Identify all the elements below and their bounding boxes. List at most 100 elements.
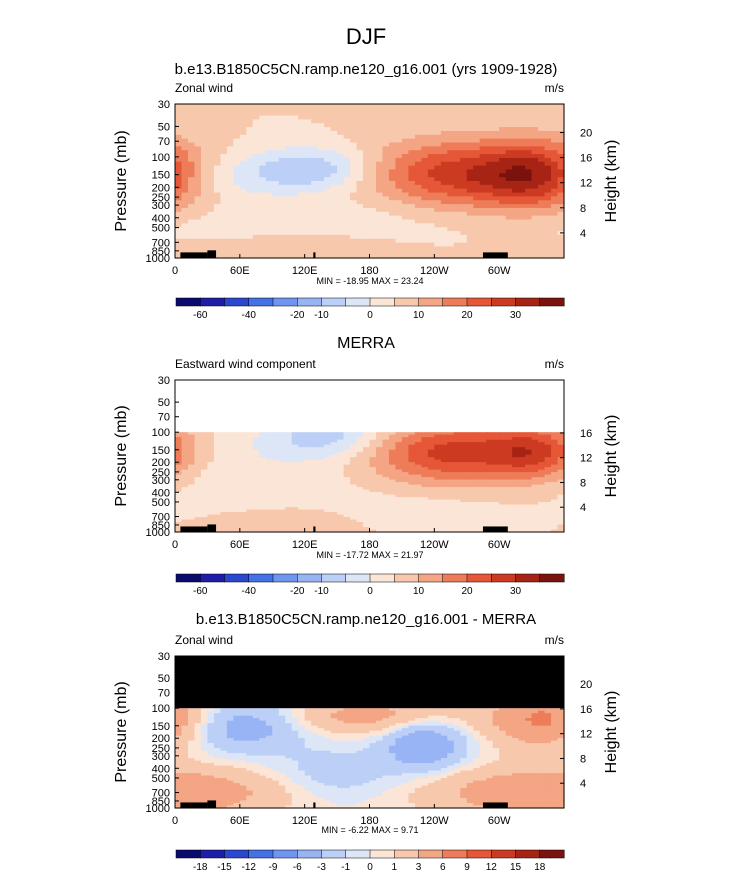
- field-cell: [187, 111, 196, 117]
- field-cell: [401, 227, 409, 232]
- field-cell: [460, 231, 468, 236]
- field-cell: [505, 462, 513, 466]
- field-cell: [427, 512, 435, 516]
- field-cell: [207, 173, 215, 178]
- field-cell: [401, 192, 409, 197]
- field-cell: [187, 196, 196, 201]
- field-cell: [401, 223, 409, 228]
- field-cell: [207, 459, 215, 463]
- field-cell: [350, 250, 358, 255]
- field-cell: [551, 502, 559, 506]
- field-cell: [427, 457, 435, 461]
- field-cell: [518, 173, 526, 178]
- field-cell: [291, 444, 299, 448]
- field-cell: [272, 223, 280, 228]
- field-cell: [337, 219, 345, 224]
- field-cell: [460, 499, 468, 503]
- field-cell: [408, 115, 416, 120]
- field-cell: [259, 442, 267, 446]
- field-cell: [246, 449, 254, 453]
- field-cell: [343, 522, 351, 526]
- field-cell: [460, 161, 468, 167]
- field-cell: [181, 181, 189, 186]
- field-cell: [460, 238, 468, 244]
- field-cell: [440, 211, 448, 217]
- field-cell: [551, 484, 559, 488]
- field-cell: [414, 223, 422, 228]
- field-cell: [388, 146, 397, 151]
- field-cell: [551, 517, 559, 521]
- field-cell: [447, 138, 455, 144]
- field-cell: [252, 442, 260, 446]
- field-cell: [298, 502, 306, 506]
- field-cell: [200, 504, 209, 508]
- field-cell: [252, 207, 260, 213]
- field-cell: [421, 107, 429, 113]
- field-cell: [395, 231, 403, 236]
- field-cell: [233, 524, 241, 528]
- field-cell: [505, 192, 513, 197]
- field-cell: [512, 227, 520, 232]
- field-cell: [324, 238, 332, 244]
- field-cell: [538, 499, 546, 503]
- field-cell: [551, 123, 559, 128]
- field-cell: [181, 204, 189, 209]
- field-cell: [343, 157, 351, 163]
- field-cell: [505, 219, 513, 224]
- field-cell: [479, 184, 487, 190]
- field-cell: [440, 444, 448, 448]
- field-cell: [265, 123, 273, 128]
- field-cell: [401, 177, 409, 182]
- field-cell: [259, 519, 267, 523]
- field-cell: [382, 234, 390, 240]
- field-cell: [551, 442, 559, 446]
- field-cell: [207, 467, 215, 471]
- field-cell: [363, 211, 371, 217]
- field-cell: [538, 211, 546, 217]
- field-cell: [414, 130, 422, 136]
- field-cell: [207, 509, 215, 513]
- field-cell: [285, 207, 293, 213]
- field-cell: [427, 250, 435, 255]
- colorbar-label: -60: [193, 310, 208, 321]
- field-cell: [239, 234, 247, 240]
- field-cell: [194, 507, 202, 511]
- field-cell: [408, 177, 416, 182]
- field-cell: [337, 459, 345, 463]
- field-cell: [356, 467, 364, 471]
- field-cell: [557, 219, 565, 224]
- field-cell: [220, 479, 228, 483]
- field-cell: [382, 223, 390, 228]
- field-cell: [486, 442, 494, 446]
- field-cell: [220, 512, 228, 516]
- field-cell: [226, 432, 234, 436]
- field-cell: [343, 454, 351, 458]
- field-cell: [233, 457, 241, 461]
- field-cell: [473, 207, 481, 213]
- field-cell: [427, 142, 435, 147]
- field-cell: [531, 238, 539, 244]
- field-cell: [252, 177, 260, 182]
- field-cell: [531, 200, 539, 205]
- field-cell: [466, 489, 474, 493]
- field-cell: [538, 188, 546, 194]
- field-cell: [375, 246, 384, 251]
- field-cell: [200, 452, 209, 456]
- field-cell: [544, 234, 552, 240]
- field-cell: [466, 529, 474, 533]
- field-cell: [246, 254, 254, 259]
- field-cell: [538, 454, 546, 458]
- field-cell: [473, 447, 481, 451]
- field-cell: [369, 242, 377, 248]
- field-cell: [181, 447, 189, 451]
- field-cell: [401, 514, 409, 518]
- field-cell: [363, 449, 371, 453]
- field-cell: [479, 115, 487, 120]
- field-cell: [246, 477, 254, 481]
- units-label: m/s: [545, 357, 564, 371]
- field-cell: [324, 464, 332, 468]
- field-cell: [557, 161, 565, 167]
- field-cell: [330, 472, 338, 476]
- field-cell: [304, 177, 312, 182]
- field-cell: [544, 479, 552, 483]
